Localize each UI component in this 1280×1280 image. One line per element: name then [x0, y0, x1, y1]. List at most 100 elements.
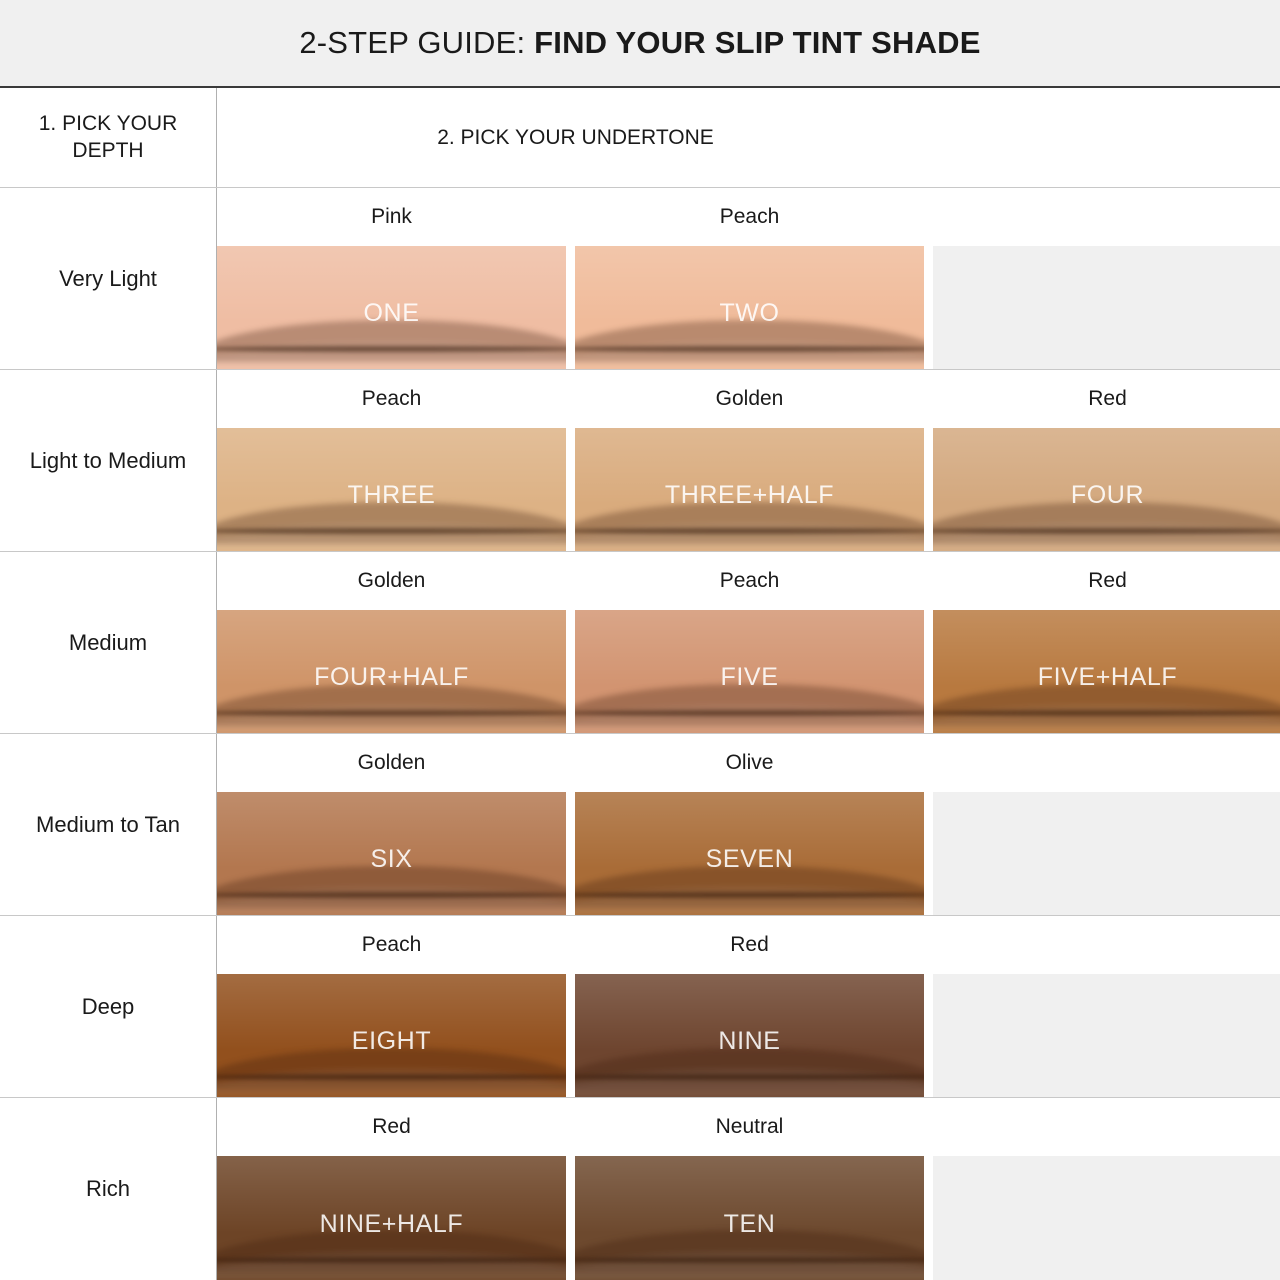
swatch-texture-edge	[217, 501, 566, 544]
swatch-texture-streak	[217, 1073, 566, 1080]
swatch-texture-streak	[933, 527, 1280, 534]
swatch-cell[interactable]: FIVE+HALF	[933, 610, 1280, 733]
swatch-cell[interactable]: SEVEN	[575, 792, 924, 915]
swatch-cell[interactable]: FOUR	[933, 428, 1280, 551]
column-gap	[566, 916, 575, 974]
row-swatch-area: Peach Golden Red THREE THREE+HALF FOUR	[217, 370, 1280, 551]
swatch-texture-sheen	[575, 428, 924, 505]
undertone-label: Peach	[719, 569, 780, 592]
column-gap	[924, 1156, 933, 1280]
swatch-cell[interactable]: ONE	[217, 246, 566, 369]
swatch-texture-edge	[575, 1230, 924, 1273]
step-1-pick-your-depth: 1. PICK YOUR DEPTH	[0, 88, 217, 187]
depth-label[interactable]: Rich	[0, 1098, 217, 1280]
swatch-texture-streak	[575, 345, 924, 352]
row-swatch-area: Peach Red EIGHT NINE	[217, 916, 1280, 1097]
shade-name: EIGHT	[351, 1027, 432, 1055]
undertone-label: Red	[1088, 387, 1127, 410]
depth-label[interactable]: Medium to Tan	[0, 734, 217, 915]
swatch-texture-streak	[933, 709, 1280, 716]
swatch-paint	[575, 792, 924, 915]
column-gap	[566, 428, 575, 551]
column-gap	[566, 1156, 575, 1280]
depth-row: Very Light Pink Peach ONE TWO	[0, 188, 1280, 370]
column-gap	[566, 370, 575, 428]
swatch-cell[interactable]: NINE+HALF	[217, 1156, 566, 1280]
depth-row: Deep Peach Red EIGHT NINE	[0, 916, 1280, 1098]
depth-row: Rich Red Neutral NINE+HALF TEN	[0, 1098, 1280, 1280]
column-gap	[566, 734, 575, 792]
column-gap	[924, 1098, 933, 1156]
step-2-pick-your-undertone: 2. PICK YOUR UNDERTONE	[437, 125, 714, 149]
swatch-paint	[575, 246, 924, 369]
undertone-label-strip: Pink Peach	[217, 188, 1280, 246]
column-gap	[924, 792, 933, 915]
shade-name: THREE	[347, 481, 436, 509]
swatch-texture-edge	[217, 865, 566, 908]
swatch-texture-streak	[217, 345, 566, 352]
column-gap	[566, 246, 575, 369]
swatch-texture-sheen	[933, 428, 1280, 505]
swatch-texture-sheen	[217, 974, 566, 1051]
swatch-cell-empty	[933, 1156, 1280, 1280]
swatch-texture-sheen	[575, 974, 924, 1051]
swatch-texture-sheen	[217, 246, 566, 323]
undertone-label: Pink	[371, 205, 412, 228]
shade-name: FIVE	[720, 663, 779, 691]
swatch-texture-edge	[575, 865, 924, 908]
swatch-texture-edge	[217, 1230, 566, 1273]
column-gap	[924, 370, 933, 428]
swatch-paint	[575, 974, 924, 1097]
undertone-label: Neutral	[715, 1115, 784, 1138]
swatch-paint	[575, 1156, 924, 1280]
column-gap	[924, 734, 933, 792]
column-gap	[566, 792, 575, 915]
steps-header-row: 1. PICK YOUR DEPTH 2. PICK YOUR UNDERTON…	[0, 88, 1280, 188]
swatch-texture-sheen	[575, 792, 924, 869]
swatch-cell[interactable]: EIGHT	[217, 974, 566, 1097]
swatch-texture-sheen	[933, 610, 1280, 687]
depth-label[interactable]: Light to Medium	[0, 370, 217, 551]
swatch-strip: NINE+HALF TEN	[217, 1156, 1280, 1280]
column-gap	[924, 610, 933, 733]
page-title-bold: FIND YOUR SLIP TINT SHADE	[525, 25, 981, 60]
depth-row: Medium to Tan Golden Olive SIX SEVEN	[0, 734, 1280, 916]
swatch-paint	[575, 610, 924, 733]
swatch-paint	[217, 792, 566, 915]
depth-label[interactable]: Deep	[0, 916, 217, 1097]
column-gap	[924, 552, 933, 610]
depth-label[interactable]: Very Light	[0, 188, 217, 369]
depth-label[interactable]: Medium	[0, 552, 217, 733]
swatch-texture-streak	[575, 527, 924, 534]
swatch-cell[interactable]: FOUR+HALF	[217, 610, 566, 733]
swatch-texture-streak	[217, 1256, 566, 1263]
swatch-cell[interactable]: THREE+HALF	[575, 428, 924, 551]
undertone-label	[933, 1098, 1280, 1156]
column-gap	[924, 974, 933, 1097]
swatch-cell[interactable]: NINE	[575, 974, 924, 1097]
swatch-cell[interactable]: FIVE	[575, 610, 924, 733]
swatch-texture-edge	[575, 501, 924, 544]
swatch-paint	[575, 428, 924, 551]
undertone-label-strip: Golden Olive	[217, 734, 1280, 792]
swatch-texture-sheen	[575, 1156, 924, 1233]
swatch-texture-sheen	[575, 610, 924, 687]
swatch-paint	[217, 974, 566, 1097]
swatch-paint	[217, 610, 566, 733]
undertone-label-strip: Peach Golden Red	[217, 370, 1280, 428]
undertone-label: Olive	[725, 751, 774, 774]
depth-row: Medium Golden Peach Red FOUR+HALF FIVE FIVE+HA…	[0, 552, 1280, 734]
undertone-label: Red	[1088, 569, 1127, 592]
swatch-cell-empty	[933, 974, 1280, 1097]
swatch-cell[interactable]: TEN	[575, 1156, 924, 1280]
swatch-cell[interactable]: TWO	[575, 246, 924, 369]
swatch-texture-sheen	[575, 246, 924, 323]
undertone-label	[933, 916, 1280, 974]
swatch-cell[interactable]: SIX	[217, 792, 566, 915]
row-swatch-area: Golden Peach Red FOUR+HALF FIVE FIVE+HALF	[217, 552, 1280, 733]
row-swatch-area: Pink Peach ONE TWO	[217, 188, 1280, 369]
swatch-cell-empty	[933, 792, 1280, 915]
shade-name: FOUR	[1070, 481, 1145, 509]
swatch-cell[interactable]: THREE	[217, 428, 566, 551]
